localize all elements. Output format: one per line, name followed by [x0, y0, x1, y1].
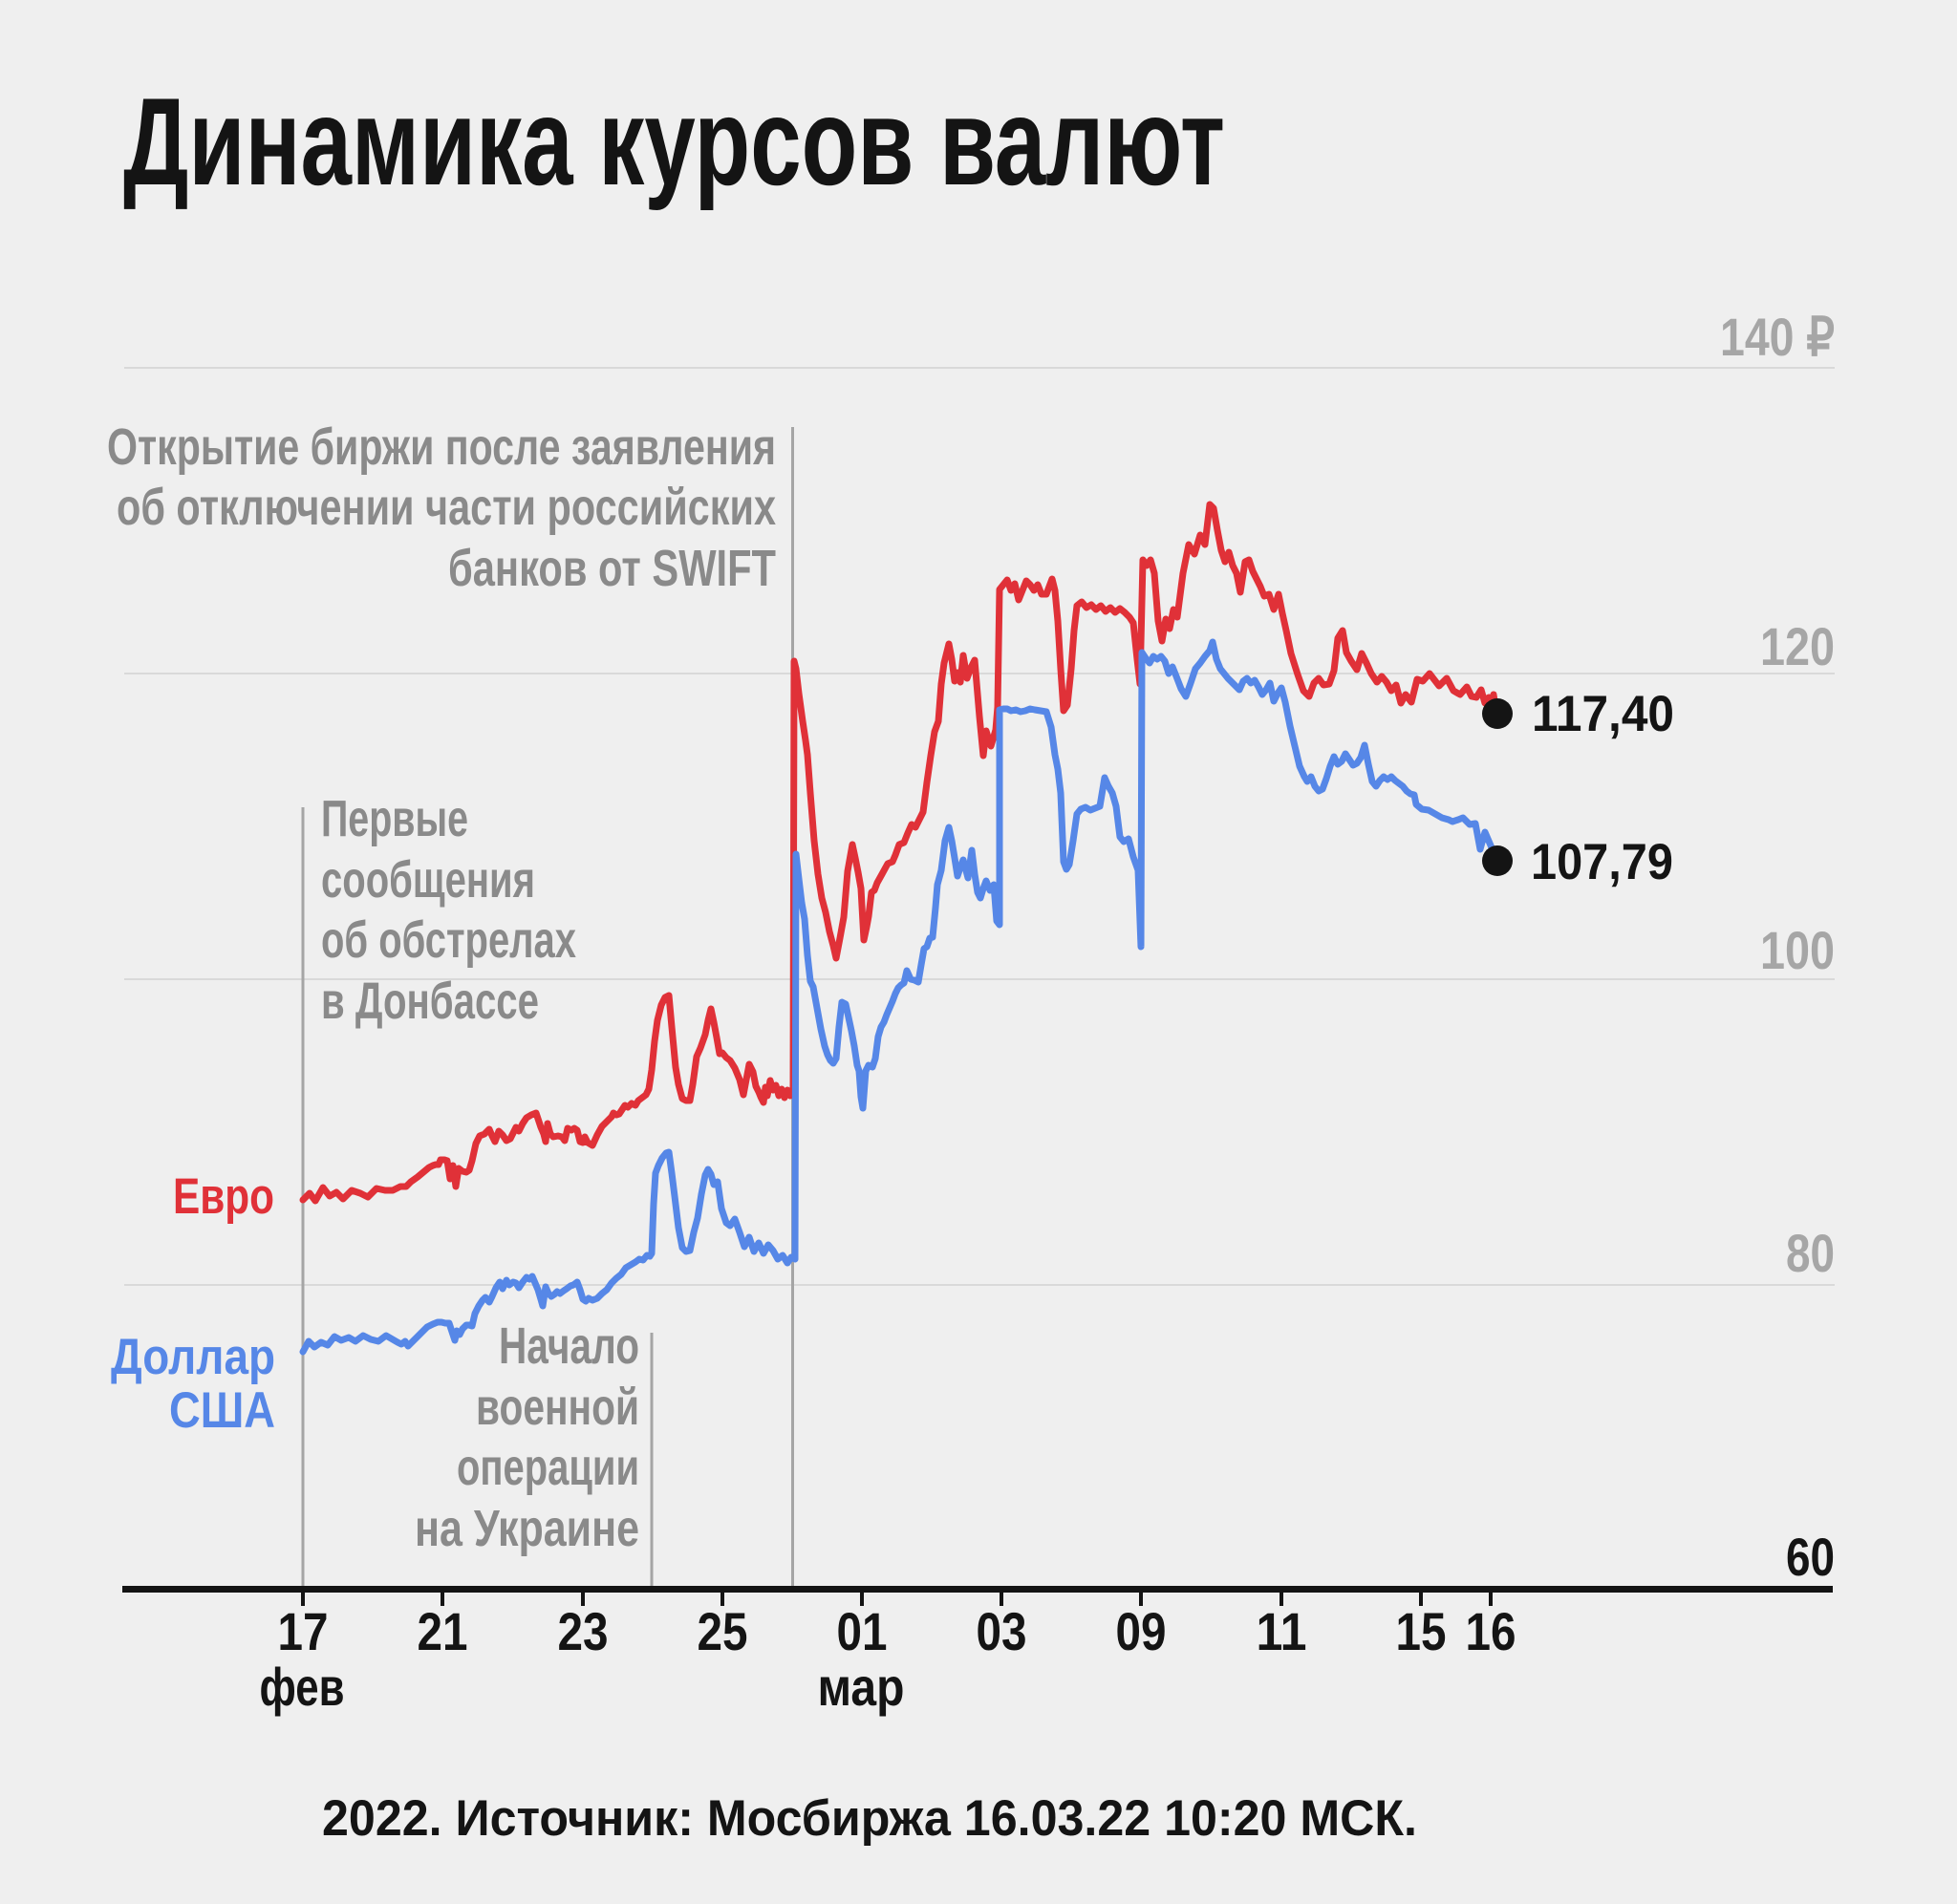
svg-text:17: 17 [278, 1601, 329, 1661]
svg-text:120: 120 [1760, 616, 1835, 676]
svg-text:об обстрелах: об обстрелах [321, 911, 576, 969]
svg-text:01: 01 [837, 1601, 888, 1661]
svg-text:60: 60 [1786, 1527, 1835, 1587]
svg-text:2022. Источник: Мосбиржа 16.03: 2022. Источник: Мосбиржа 16.03.22 10:20 … [322, 1790, 1417, 1847]
svg-text:Доллар: Доллар [111, 1329, 275, 1385]
svg-text:09: 09 [1116, 1601, 1167, 1661]
svg-text:117,40: 117,40 [1532, 686, 1674, 742]
svg-text:Начало: Начало [499, 1317, 639, 1375]
svg-text:США: США [169, 1382, 275, 1439]
svg-text:на Украине: на Украине [415, 1500, 639, 1557]
svg-text:фев: фев [260, 1657, 345, 1717]
svg-text:15: 15 [1396, 1601, 1447, 1661]
svg-text:11: 11 [1257, 1601, 1307, 1661]
svg-text:16: 16 [1466, 1601, 1516, 1661]
svg-text:в Донбассе: в Донбассе [321, 973, 539, 1030]
svg-text:операции: операции [457, 1439, 639, 1496]
svg-text:Открытие биржи после заявления: Открытие биржи после заявления [107, 418, 776, 476]
svg-text:об отключении части российских: об отключении части российских [117, 479, 776, 536]
svg-text:140 ₽: 140 ₽ [1720, 307, 1835, 367]
svg-text:мар: мар [818, 1657, 905, 1717]
svg-text:25: 25 [698, 1601, 748, 1661]
svg-text:Евро: Евро [173, 1168, 274, 1225]
svg-text:23: 23 [558, 1601, 609, 1661]
svg-text:банков от SWIFT: банков от SWIFT [448, 540, 776, 597]
svg-text:Динамика курсов валют: Динамика курсов валют [123, 72, 1225, 211]
svg-text:сообщения: сообщения [321, 851, 535, 909]
svg-text:Первые: Первые [321, 790, 468, 847]
svg-text:03: 03 [977, 1601, 1027, 1661]
svg-text:21: 21 [418, 1601, 468, 1661]
svg-text:100: 100 [1760, 920, 1835, 980]
svg-text:107,79: 107,79 [1531, 834, 1673, 890]
svg-text:военной: военной [476, 1379, 639, 1436]
svg-text:80: 80 [1786, 1223, 1835, 1283]
